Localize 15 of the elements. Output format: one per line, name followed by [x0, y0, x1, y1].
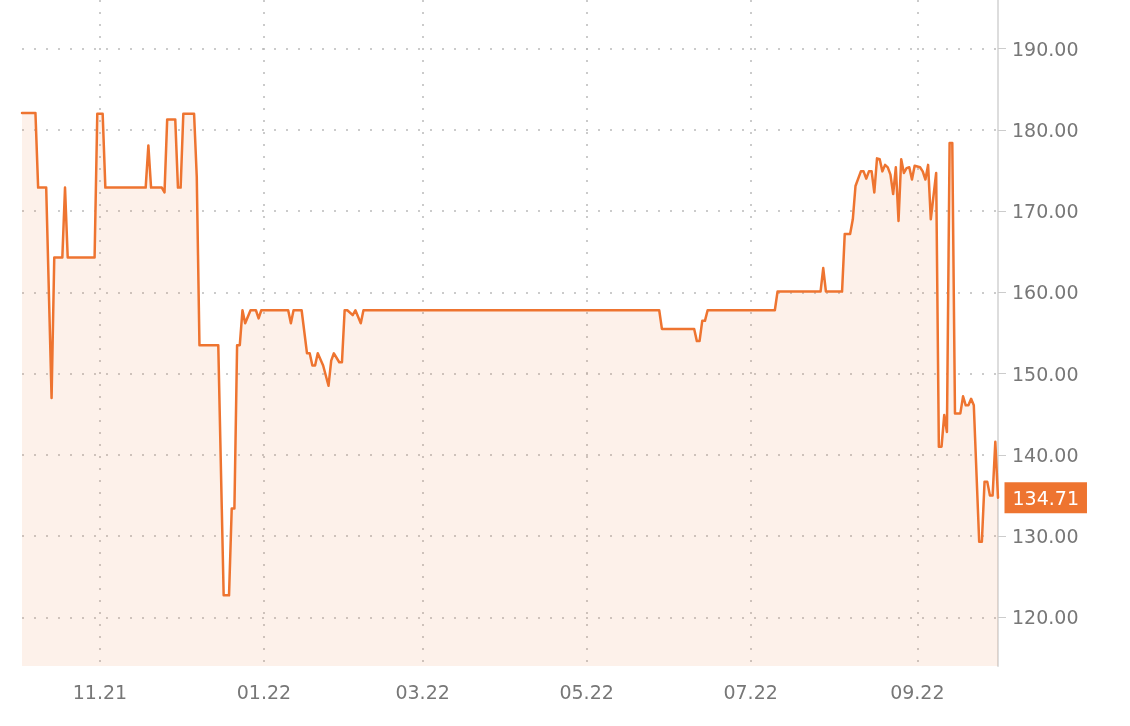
- y-tick-label: 180.00: [1012, 118, 1079, 141]
- y-tick-label: 190.00: [1012, 37, 1079, 60]
- y-tick-label: 150.00: [1012, 362, 1079, 385]
- y-tick-label: 160.00: [1012, 281, 1079, 304]
- y-tick-label: 140.00: [1012, 443, 1079, 466]
- annotation: 134.71: [1012, 486, 1079, 509]
- y-tick-label: 130.00: [1012, 525, 1079, 548]
- x-tick-label: 05.22: [559, 680, 614, 703]
- y-tick-label: 120.00: [1012, 606, 1079, 629]
- x-tick-label: 11.21: [72, 680, 128, 703]
- x-tick-label: 07.22: [723, 680, 778, 703]
- y-tick-label: 170.00: [1012, 200, 1079, 223]
- x-tick-label: 09.22: [890, 680, 945, 703]
- x-tick-label: 01.22: [236, 680, 292, 703]
- x-tick-label: 03.22: [395, 680, 450, 703]
